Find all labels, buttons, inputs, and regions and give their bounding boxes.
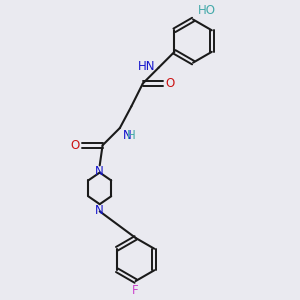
Text: F: F xyxy=(132,284,139,297)
Text: HO: HO xyxy=(197,4,215,16)
Text: H: H xyxy=(127,129,136,142)
Text: O: O xyxy=(166,77,175,90)
Text: N: N xyxy=(123,129,131,142)
Text: HN: HN xyxy=(138,60,155,73)
Text: O: O xyxy=(70,139,80,152)
Text: N: N xyxy=(95,165,104,178)
Text: N: N xyxy=(95,204,104,217)
